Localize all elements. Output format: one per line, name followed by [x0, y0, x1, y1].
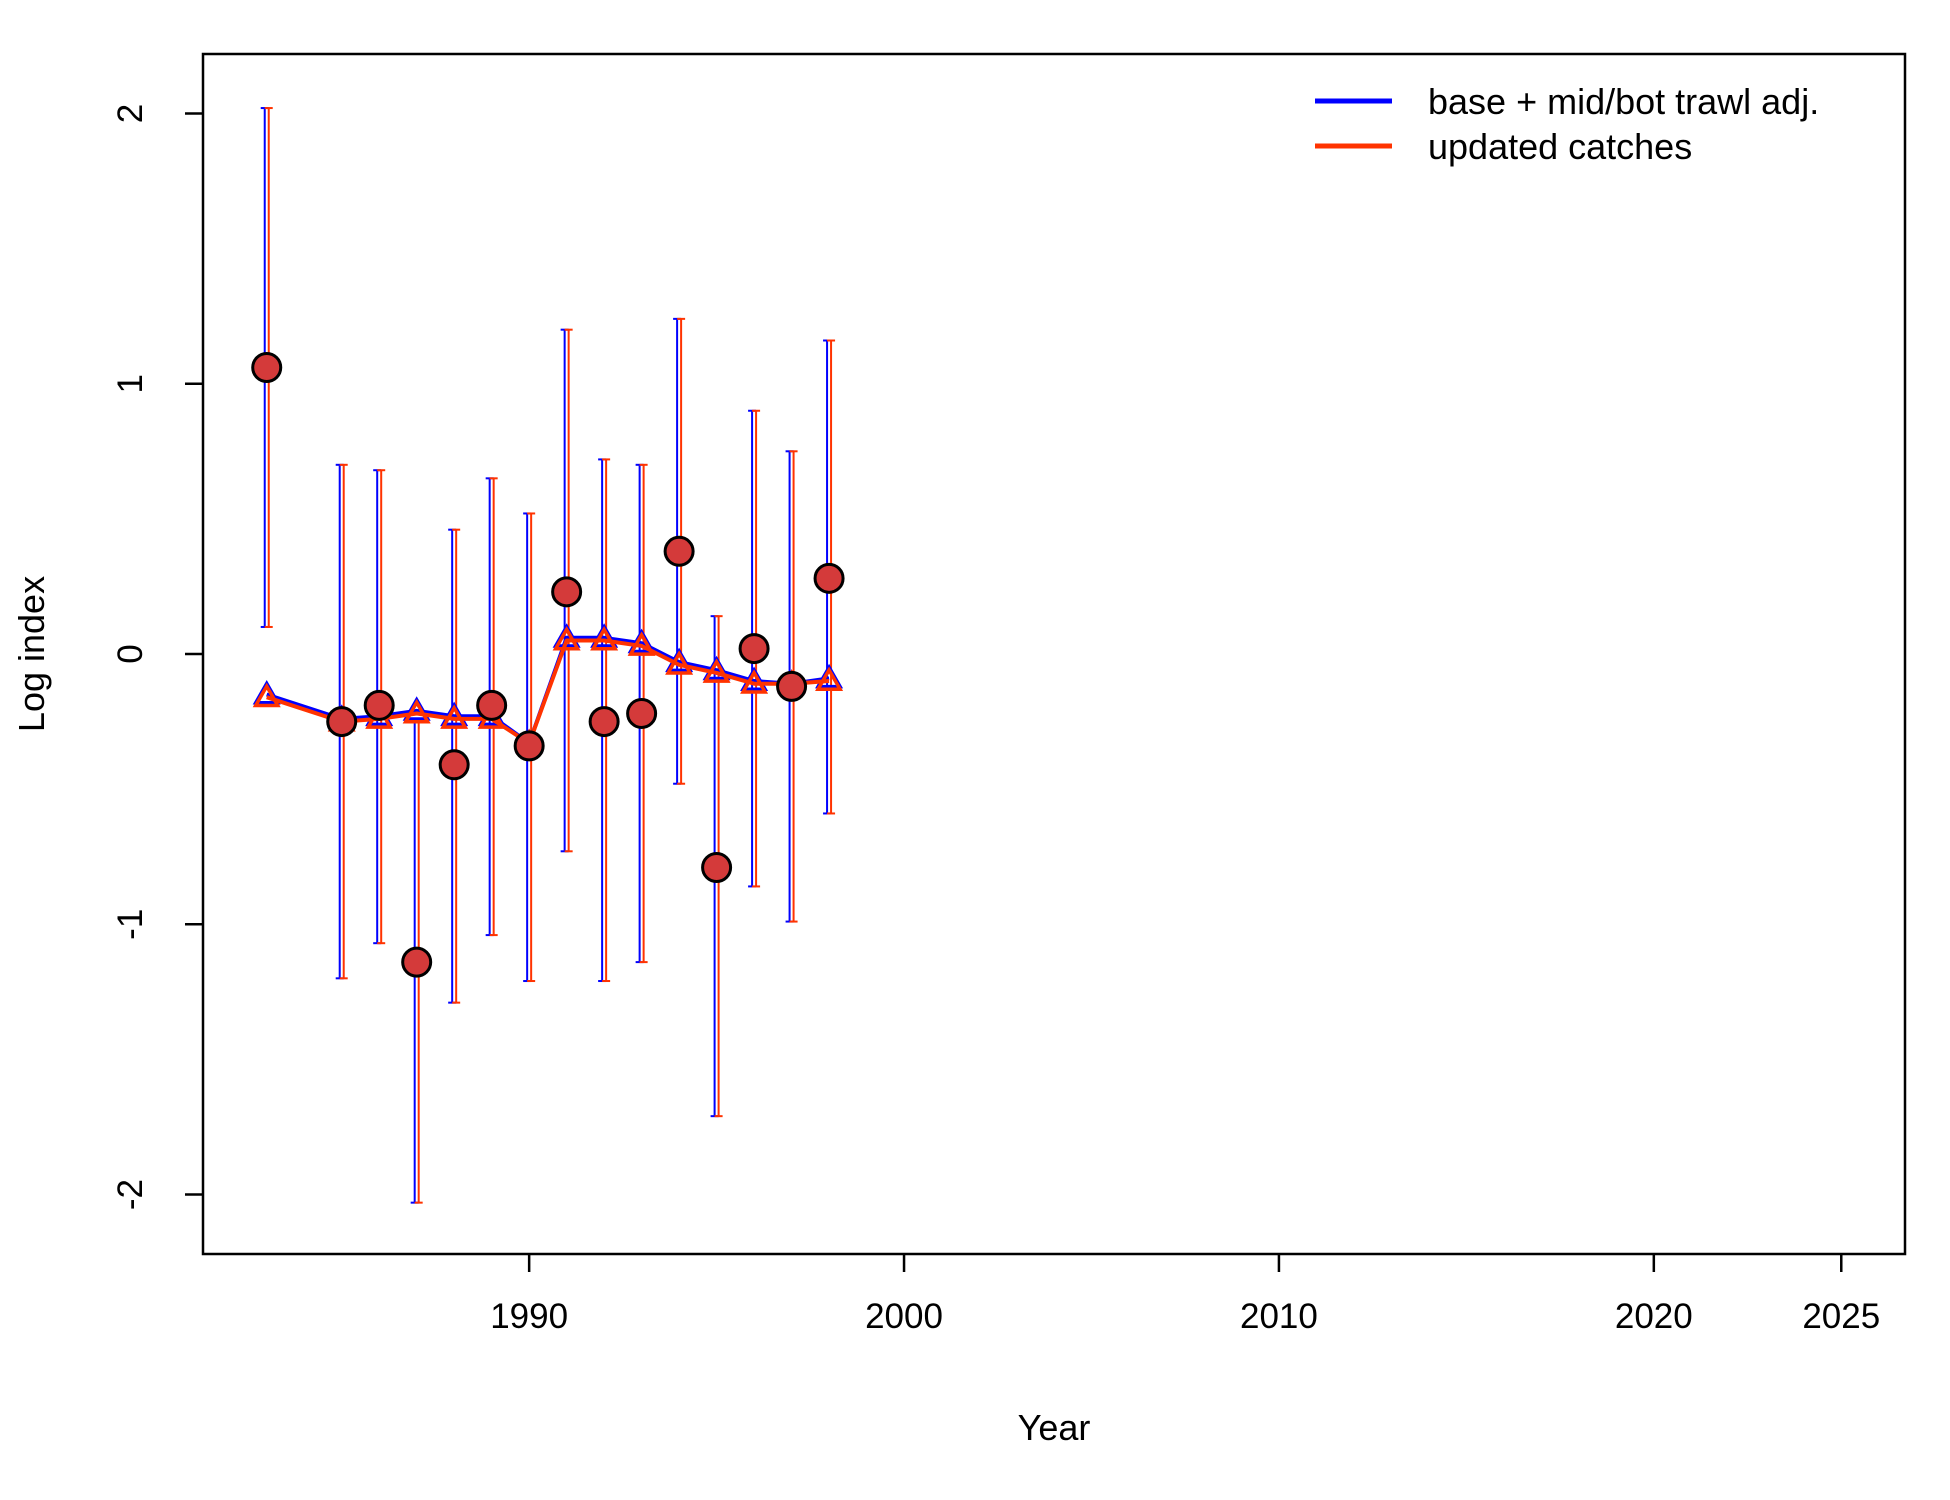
observed-point [776, 670, 808, 702]
observed-point [251, 352, 283, 384]
series-point [402, 698, 431, 724]
observed-point [588, 706, 620, 738]
series-point [552, 625, 581, 651]
observed-point [438, 749, 470, 781]
observed-point [738, 633, 770, 665]
y-tick-label: -1 [111, 909, 150, 940]
legend: base + mid/bot trawl adj.updated catches [1315, 81, 1819, 167]
y-axis-title: Log index [11, 576, 52, 732]
series-point [440, 704, 469, 729]
x-tick-label: 2000 [865, 1297, 943, 1336]
series-line [266, 638, 830, 746]
legend-label: base + mid/bot trawl adj. [1428, 81, 1819, 122]
series-point [627, 631, 656, 656]
series-point [702, 658, 731, 683]
series-point [740, 669, 769, 694]
series-point [252, 682, 281, 708]
x-tick-label: 2010 [1240, 1297, 1318, 1336]
y-tick-label: 1 [111, 374, 150, 393]
x-tick-label: 2020 [1615, 1297, 1693, 1336]
y-tick-label: 2 [111, 104, 150, 123]
chart-marks [251, 107, 845, 1204]
observed-point [813, 562, 845, 594]
observed-point [626, 697, 658, 729]
series-point [815, 666, 844, 692]
y-tick-label: -2 [111, 1179, 150, 1210]
observed-point [363, 689, 395, 721]
observed-point [663, 535, 695, 567]
series-point [665, 650, 694, 675]
y-tick-label: 0 [111, 644, 150, 663]
series-point [590, 625, 619, 651]
x-axis: 1990 2000 2010 2020 2025 [490, 1254, 1880, 1336]
observed-point [513, 730, 545, 762]
observed-point [476, 689, 508, 721]
x-tick-label: 1990 [490, 1297, 568, 1336]
observed-point [551, 576, 583, 608]
observed-point [701, 852, 733, 884]
observed-point [401, 946, 433, 978]
x-tick-label: 2025 [1802, 1297, 1880, 1336]
legend-label: updated catches [1428, 126, 1692, 167]
y-axis: -2 -1 0 1 2 [111, 104, 203, 1210]
observed-point [326, 706, 358, 738]
x-axis-title: Year [1018, 1407, 1091, 1448]
